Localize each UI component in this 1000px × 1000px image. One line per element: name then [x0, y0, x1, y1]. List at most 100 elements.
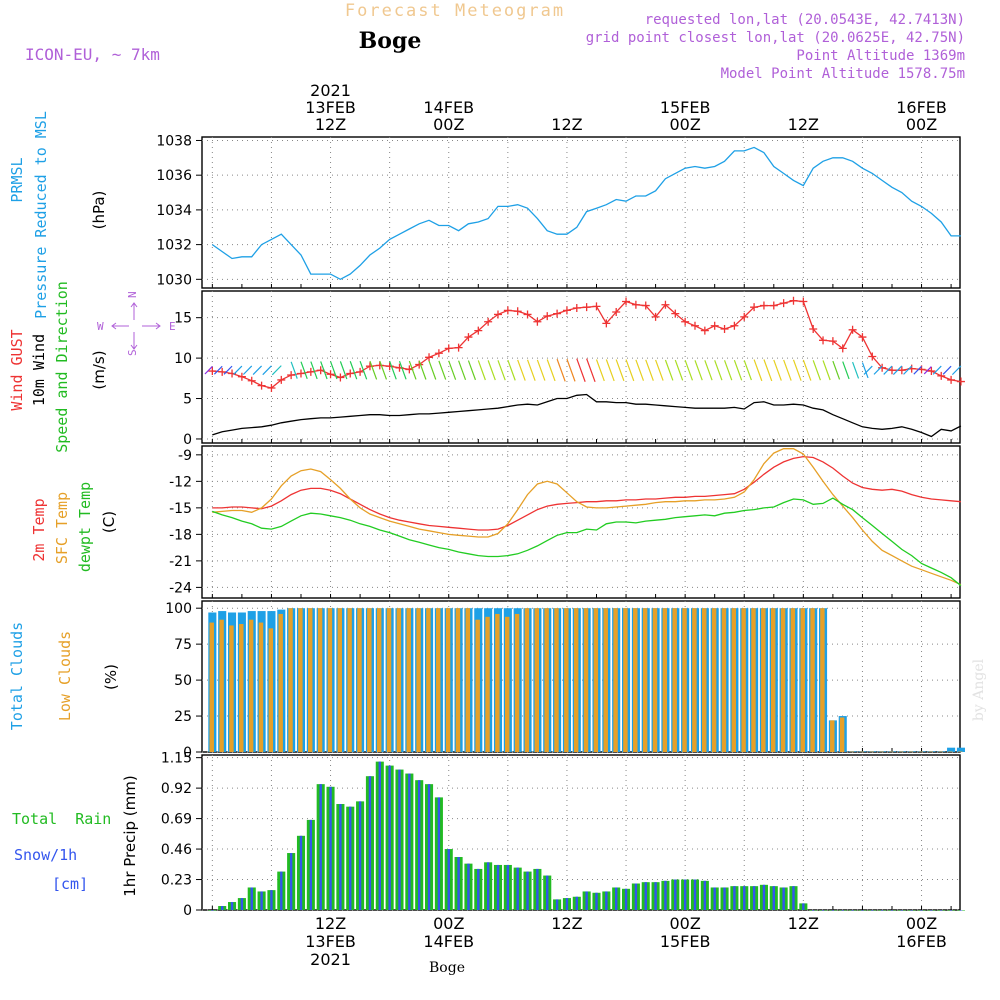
low-cloud-bar	[514, 613, 520, 752]
location-title: Boge	[359, 28, 422, 54]
wind-direction-arrow	[802, 359, 812, 381]
low-cloud-bar	[308, 608, 313, 752]
requested-coords: requested lon,lat (20.0543E, 42.7413N)	[645, 12, 965, 28]
precip-unit: 1hr Precip (mm)	[121, 775, 139, 896]
gust-point	[257, 381, 266, 390]
top-time-label: 12Z	[788, 115, 819, 134]
gust-point	[218, 367, 227, 376]
wind-direction-arrow	[438, 360, 447, 380]
snow-bar	[624, 888, 628, 910]
low-cloud-bar	[810, 608, 815, 752]
gust-point	[562, 306, 571, 315]
bottom-time-label: 12Z	[315, 914, 346, 933]
snow-bar	[890, 910, 894, 911]
wind-direction-arrow	[832, 360, 841, 380]
low-cloud-bar	[839, 717, 845, 752]
wind-direction-arrow	[389, 360, 397, 380]
gust-point	[336, 373, 345, 382]
low-cloud-bar	[869, 751, 874, 753]
gust-point	[631, 300, 640, 309]
model-label: ICON-EU, ~ 7km	[25, 45, 160, 64]
wind-direction-arrow	[923, 366, 932, 375]
snow-bar	[565, 898, 569, 910]
temp-unit: (C)	[100, 511, 118, 533]
snow-bar	[270, 890, 273, 910]
gust-point	[622, 297, 631, 306]
snow-bar	[496, 864, 500, 910]
snow-bar	[299, 835, 303, 910]
gust-point	[868, 352, 877, 361]
low-cloud-bar	[426, 608, 431, 752]
snow-bar	[368, 776, 372, 910]
bottom-time-label: 15FEB	[660, 932, 711, 951]
snow-bar	[733, 886, 736, 910]
gust-point	[434, 349, 443, 358]
wind-speed-dir-label: Speed and Direction	[53, 281, 71, 453]
low-cloud-bar	[475, 619, 480, 752]
panel-frame-0	[201, 136, 961, 289]
gust-point	[612, 308, 621, 317]
series-line-10m-wind	[212, 393, 962, 438]
low-cloud-bar	[790, 608, 796, 752]
gust-point	[237, 372, 246, 381]
y-tick-label: 0	[183, 432, 192, 448]
y-tick-label: 1030	[156, 272, 192, 288]
low-cloud-bar	[908, 751, 914, 753]
low-cloud-bar	[367, 608, 372, 752]
gust-point	[838, 344, 847, 353]
snow-bar	[703, 880, 707, 910]
clouds-unit: (%)	[102, 664, 120, 690]
wind-direction-arrow	[842, 361, 850, 380]
pressure-label-1: PRMSL	[8, 157, 26, 202]
point-altitude: Point Altitude 1369m	[796, 48, 965, 64]
wind-direction-arrow	[645, 359, 654, 381]
snow-bar	[417, 780, 421, 910]
y-tick-label: 1036	[156, 168, 192, 184]
low-cloud-bar	[642, 608, 648, 752]
wind-direction-arrow	[605, 359, 615, 382]
wind-direction-arrow	[576, 358, 586, 382]
top-time-label: 15FEB	[660, 98, 711, 117]
compass-n: N	[126, 291, 139, 298]
wind-direction-arrow	[418, 360, 427, 380]
low-cloud-bar	[692, 608, 697, 752]
snow-bar	[693, 879, 697, 910]
snow-bar	[467, 863, 470, 910]
low-cloud-bar	[209, 622, 214, 752]
gust-point	[779, 299, 788, 308]
gust-point	[296, 369, 305, 378]
compass-s: S	[126, 349, 139, 356]
temp2m-label: 2m Temp	[30, 498, 48, 561]
snow-bar	[762, 884, 766, 910]
gust-point	[730, 321, 739, 330]
wind-direction-arrow	[773, 359, 782, 381]
bottom-time-label: 13FEB	[305, 932, 356, 951]
gust-point	[493, 310, 502, 319]
y-tick-label: 0.46	[161, 842, 192, 858]
snow-bar	[506, 864, 510, 910]
low-cloud-bar	[603, 608, 608, 752]
low-cloud-bar	[564, 608, 569, 752]
sfc-temp-label: SFC Temp	[53, 492, 71, 564]
wind-direction-arrow	[428, 360, 437, 380]
snow-bar	[595, 892, 598, 910]
low-cloud-bar	[465, 608, 471, 752]
wind-direction-arrow	[517, 359, 526, 381]
bottom-time-label: 14FEB	[423, 932, 474, 951]
compass-arrows	[111, 302, 161, 350]
snow-bar	[940, 910, 943, 911]
wind-direction-arrow	[467, 360, 477, 381]
snow-bar	[664, 880, 667, 910]
low-cloud-bar	[524, 608, 530, 752]
snow-bar	[457, 857, 460, 910]
snow-bar	[427, 784, 431, 910]
wind-direction-arrow	[398, 360, 407, 380]
snow-bar	[358, 801, 362, 910]
gust-point	[641, 301, 650, 310]
low-cloud-bar	[711, 608, 717, 752]
series-line-prmsl	[211, 146, 961, 281]
snow-bar	[220, 906, 224, 910]
wind-direction-arrow	[320, 361, 328, 380]
wind-direction-arrow	[942, 365, 952, 375]
